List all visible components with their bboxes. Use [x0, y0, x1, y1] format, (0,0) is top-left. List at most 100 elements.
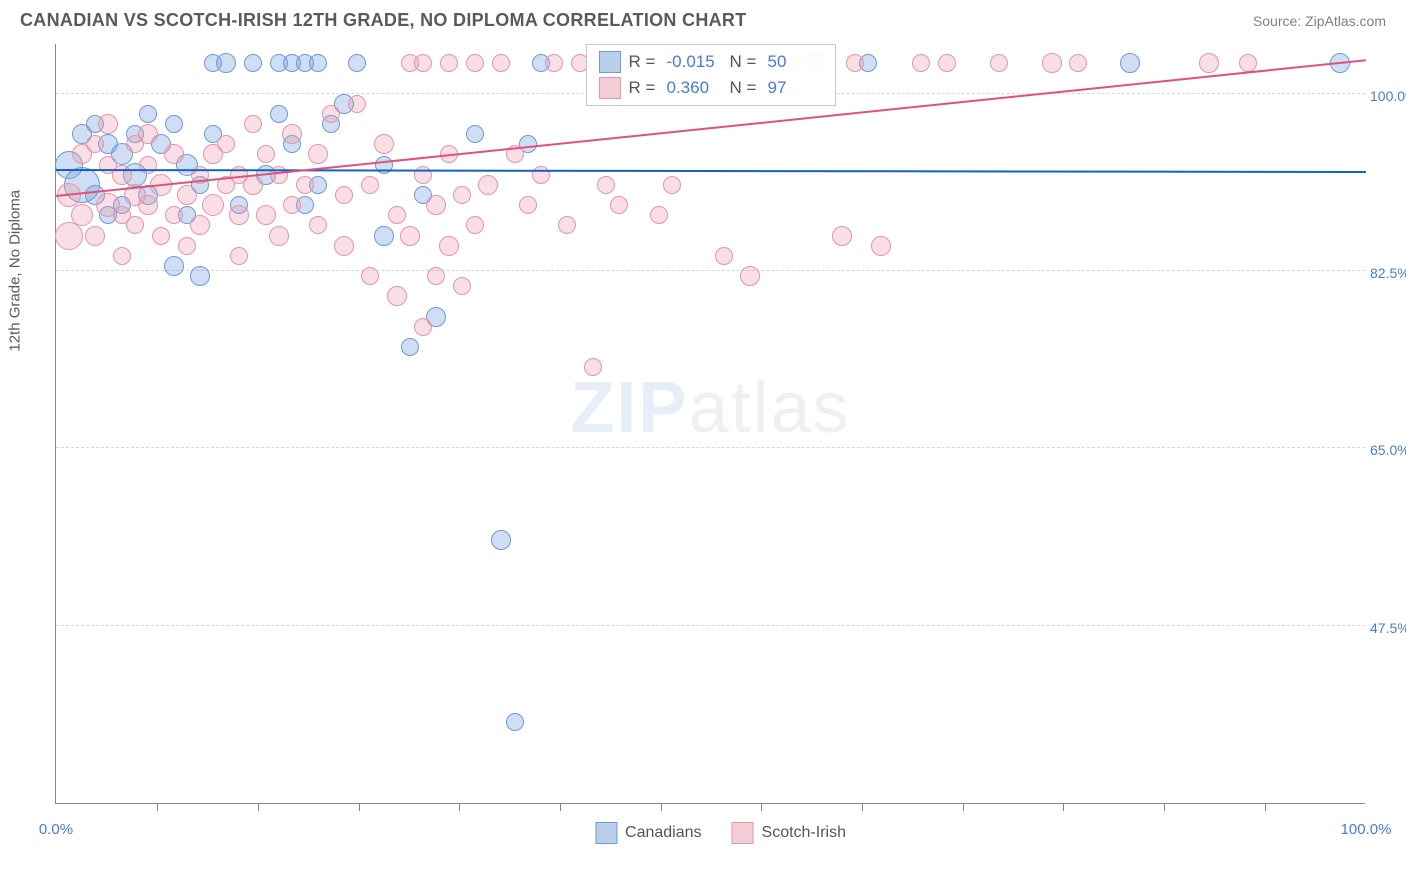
legend-n-value: 97: [768, 78, 823, 98]
x-tick-label: 0.0%: [39, 821, 73, 838]
data-point: [361, 176, 379, 194]
data-point: [243, 175, 263, 195]
data-point: [846, 54, 864, 72]
legend-row: R = 0.360 N = 97: [599, 75, 823, 101]
data-point: [322, 105, 340, 123]
scatter-plot: ZIPatlas R =-0.015N =50R =0.360N =97 100…: [55, 44, 1365, 804]
data-point: [309, 54, 327, 72]
legend-n-label: N =: [730, 78, 760, 98]
data-point: [229, 205, 249, 225]
trend-line: [56, 169, 1366, 173]
data-point: [165, 115, 183, 133]
y-tick-label: 82.5%: [1370, 265, 1406, 281]
data-point: [86, 135, 104, 153]
data-point: [650, 206, 668, 224]
data-point: [269, 226, 289, 246]
data-point: [178, 237, 196, 255]
legend-item: Scotch-Irish: [732, 822, 846, 844]
data-point: [1199, 53, 1219, 73]
data-point: [414, 54, 432, 72]
x-tick-label: 100.0%: [1341, 821, 1392, 838]
legend-r-label: R =: [629, 52, 659, 72]
data-point: [558, 216, 576, 234]
legend-swatch: [732, 822, 754, 844]
legend-r-label: R =: [629, 78, 659, 98]
data-point: [230, 247, 248, 265]
data-point: [348, 95, 366, 113]
legend-swatch: [595, 822, 617, 844]
data-point: [990, 54, 1008, 72]
x-tick: [1164, 803, 1165, 811]
data-point: [715, 247, 733, 265]
data-point: [296, 176, 314, 194]
data-point: [217, 135, 235, 153]
data-point: [282, 124, 302, 144]
data-point: [427, 267, 445, 285]
data-point: [478, 175, 498, 195]
chart-source: Source: ZipAtlas.com: [1253, 13, 1386, 29]
x-tick: [1063, 803, 1064, 811]
data-point: [270, 105, 288, 123]
y-tick-label: 100.0%: [1370, 88, 1406, 104]
data-point: [177, 185, 197, 205]
legend-n-label: N =: [730, 52, 760, 72]
correlation-legend: R = -0.015 N = 50 R = 0.360 N = 97: [586, 44, 836, 106]
data-point: [414, 318, 432, 336]
data-point: [401, 338, 419, 356]
data-point: [597, 176, 615, 194]
data-point: [85, 226, 105, 246]
legend-swatch: [599, 51, 621, 73]
x-tick: [1265, 803, 1266, 811]
data-point: [426, 195, 446, 215]
data-point: [1239, 54, 1257, 72]
y-tick-label: 65.0%: [1370, 442, 1406, 458]
data-point: [610, 196, 628, 214]
data-point: [491, 530, 511, 550]
data-point: [139, 105, 157, 123]
legend-r-value: 0.360: [667, 78, 722, 98]
x-tick: [359, 803, 360, 811]
legend-swatch: [599, 77, 621, 99]
data-point: [374, 134, 394, 154]
data-point: [71, 204, 93, 226]
legend-n-value: 50: [768, 52, 823, 72]
data-point: [374, 226, 394, 246]
legend-r-value: -0.015: [667, 52, 722, 72]
data-point: [309, 216, 327, 234]
legend-item: Canadians: [595, 822, 702, 844]
data-point: [388, 206, 406, 224]
series-legend: Canadians Scotch-Irish: [595, 822, 846, 844]
data-point: [871, 236, 891, 256]
data-point: [414, 166, 432, 184]
y-axis-label: 12th Grade, No Diploma: [7, 190, 24, 352]
x-tick: [157, 803, 158, 811]
chart-title: CANADIAN VS SCOTCH-IRISH 12TH GRADE, NO …: [20, 10, 747, 31]
x-tick: [963, 803, 964, 811]
legend-row: R = -0.015 N = 50: [599, 49, 823, 75]
data-point: [519, 196, 537, 214]
data-point: [138, 124, 158, 144]
data-point: [202, 194, 224, 216]
data-point: [440, 54, 458, 72]
data-point: [466, 54, 484, 72]
data-point: [308, 144, 328, 164]
data-point: [334, 236, 354, 256]
data-point: [439, 236, 459, 256]
data-point: [257, 145, 275, 163]
data-point: [164, 256, 184, 276]
y-tick-label: 47.5%: [1370, 620, 1406, 636]
data-point: [1069, 54, 1087, 72]
data-point: [256, 205, 276, 225]
data-point: [112, 165, 132, 185]
x-tick: [761, 803, 762, 811]
data-point: [545, 54, 563, 72]
data-point: [216, 53, 236, 73]
data-point: [190, 266, 210, 286]
data-point: [938, 54, 956, 72]
legend-label: Scotch-Irish: [762, 824, 846, 842]
data-point: [1120, 53, 1140, 73]
data-point: [532, 166, 550, 184]
data-point: [584, 358, 602, 376]
data-point: [126, 216, 144, 234]
x-tick: [459, 803, 460, 811]
